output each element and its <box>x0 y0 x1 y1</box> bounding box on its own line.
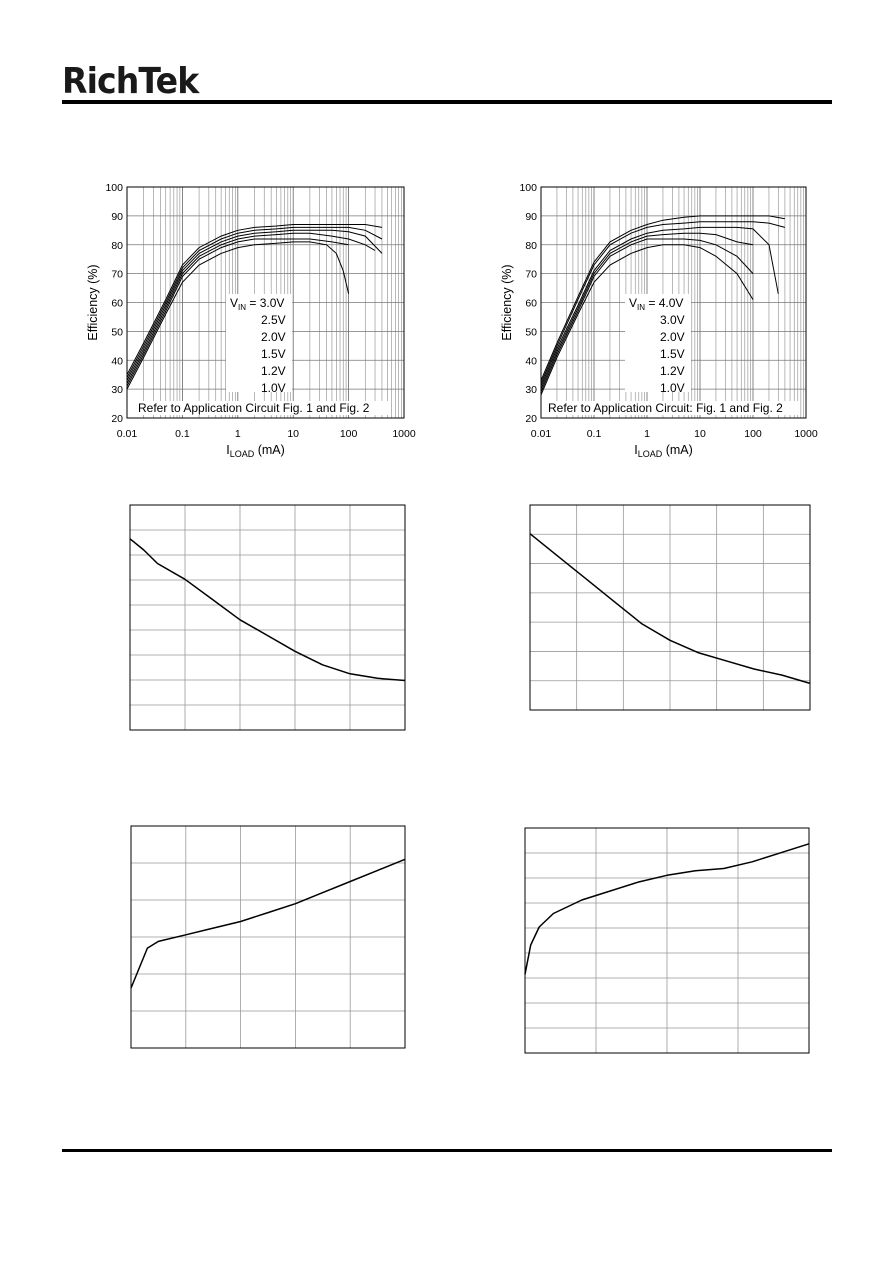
y-tick-label: 70 <box>111 269 123 281</box>
series-line-3 <box>540 226 779 387</box>
x-tick-label: 0.01 <box>117 428 138 440</box>
y-tick-label: 40 <box>111 355 123 367</box>
plot-frame <box>524 827 810 1054</box>
y-tick-label: 100 <box>519 182 537 194</box>
series-line-6 <box>126 241 350 390</box>
legend-entry: 1.5V <box>660 347 685 361</box>
x-axis-label: ILOAD (mA) <box>226 443 285 459</box>
series-line-5 <box>540 238 754 393</box>
characteristic-chart-2 <box>529 504 811 711</box>
x-tick-label: 10 <box>694 428 706 440</box>
series-line-3 <box>126 229 383 381</box>
y-tick-label: 70 <box>525 269 537 281</box>
x-tick-label: 1 <box>235 428 241 440</box>
legend-entry: VIN = 3.0V <box>230 296 284 312</box>
y-tick-label: 90 <box>525 211 537 223</box>
x-tick-label: 1000 <box>794 428 818 440</box>
x-tick-label: 0.1 <box>587 428 602 440</box>
richtek-logo: RichTek <box>62 61 199 102</box>
y-tick-label: 40 <box>525 355 537 367</box>
characteristic-chart-1 <box>129 504 406 731</box>
y-axis-label: Efficiency (%) <box>500 264 514 340</box>
x-tick-label: 1000 <box>392 428 416 440</box>
plot-frame <box>126 186 405 419</box>
x-tick-label: 100 <box>744 428 762 440</box>
legend-entry: 2.0V <box>660 330 685 344</box>
legend: VIN = 3.0V2.5V 2.0V 1.5V 1.2V 1.0V <box>226 294 292 395</box>
curve-line-1 <box>130 858 406 989</box>
x-tick-label: 0.01 <box>531 428 552 440</box>
note-background <box>135 401 389 415</box>
y-tick-label: 90 <box>111 211 123 223</box>
series-line-1 <box>540 215 785 381</box>
x-tick-label: 0.1 <box>175 428 190 440</box>
efficiency-chart-1: VIN = 3.0V2.5V 2.0V 1.5V 1.2V 1.0V Refer to A… <box>86 182 416 459</box>
plot-note: Refer to Application Circuit: Fig. 1 and… <box>545 401 799 415</box>
curve-line-1 <box>129 538 406 682</box>
series-line-1 <box>126 224 383 375</box>
curve-line-1 <box>524 843 810 975</box>
y-tick-label: 100 <box>105 182 123 194</box>
plot-frame <box>129 504 406 731</box>
legend-entry: 2.0V <box>261 330 286 344</box>
legend-entry: 1.2V <box>660 364 685 378</box>
note-text: Refer to Application Circuit Fig. 1 and … <box>138 401 370 415</box>
y-axis-label: Efficiency (%) <box>86 264 100 340</box>
plot-frame <box>540 186 807 419</box>
y-tick-label: 50 <box>111 326 123 338</box>
legend-entry: 2.5V <box>261 313 286 327</box>
series-line-2 <box>126 226 383 378</box>
y-tick-label: 80 <box>111 240 123 252</box>
series-line-4 <box>540 232 754 390</box>
x-axis-label: ILOAD (mA) <box>634 443 693 459</box>
plot-frame <box>529 504 811 711</box>
series-line-6 <box>540 244 754 396</box>
x-tick-label: 1 <box>644 428 650 440</box>
legend-entry: 3.0V <box>660 313 685 327</box>
efficiency-chart-2: VIN = 4.0V3.0V 2.0V 1.5V 1.2V 1.0V Refer to A… <box>500 182 818 459</box>
y-tick-label: 30 <box>525 384 537 396</box>
legend-entry: 1.0V <box>261 381 286 395</box>
y-tick-label: 20 <box>111 413 123 425</box>
legend-background <box>226 294 292 392</box>
series-line-2 <box>540 221 786 384</box>
y-tick-label: 50 <box>525 326 537 338</box>
legend-entry: 1.5V <box>261 347 286 361</box>
characteristic-chart-4 <box>524 827 810 1054</box>
note-text: Refer to Application Circuit: Fig. 1 and… <box>548 401 783 415</box>
legend: VIN = 4.0V3.0V 2.0V 1.5V 1.2V 1.0V <box>625 294 691 395</box>
note-background <box>545 401 799 415</box>
plot-note: Refer to Application Circuit Fig. 1 and … <box>135 401 389 415</box>
y-tick-label: 60 <box>111 298 123 310</box>
legend-background <box>625 294 691 392</box>
legend-entry: 1.0V <box>660 381 685 395</box>
characteristic-chart-3 <box>130 825 406 1049</box>
header-rule <box>62 100 832 104</box>
y-tick-label: 30 <box>111 384 123 396</box>
y-tick-label: 60 <box>525 298 537 310</box>
y-tick-label: 20 <box>525 413 537 425</box>
series-line-4 <box>126 232 376 384</box>
footer-rule <box>62 1149 832 1152</box>
plot-frame <box>130 825 406 1049</box>
series-line-5 <box>126 238 349 387</box>
legend-entry: 1.2V <box>261 364 286 378</box>
y-tick-label: 80 <box>525 240 537 252</box>
curve-line-1 <box>529 533 811 685</box>
x-tick-label: 100 <box>340 428 358 440</box>
x-tick-label: 10 <box>287 428 299 440</box>
legend-entry: VIN = 4.0V <box>629 296 683 312</box>
